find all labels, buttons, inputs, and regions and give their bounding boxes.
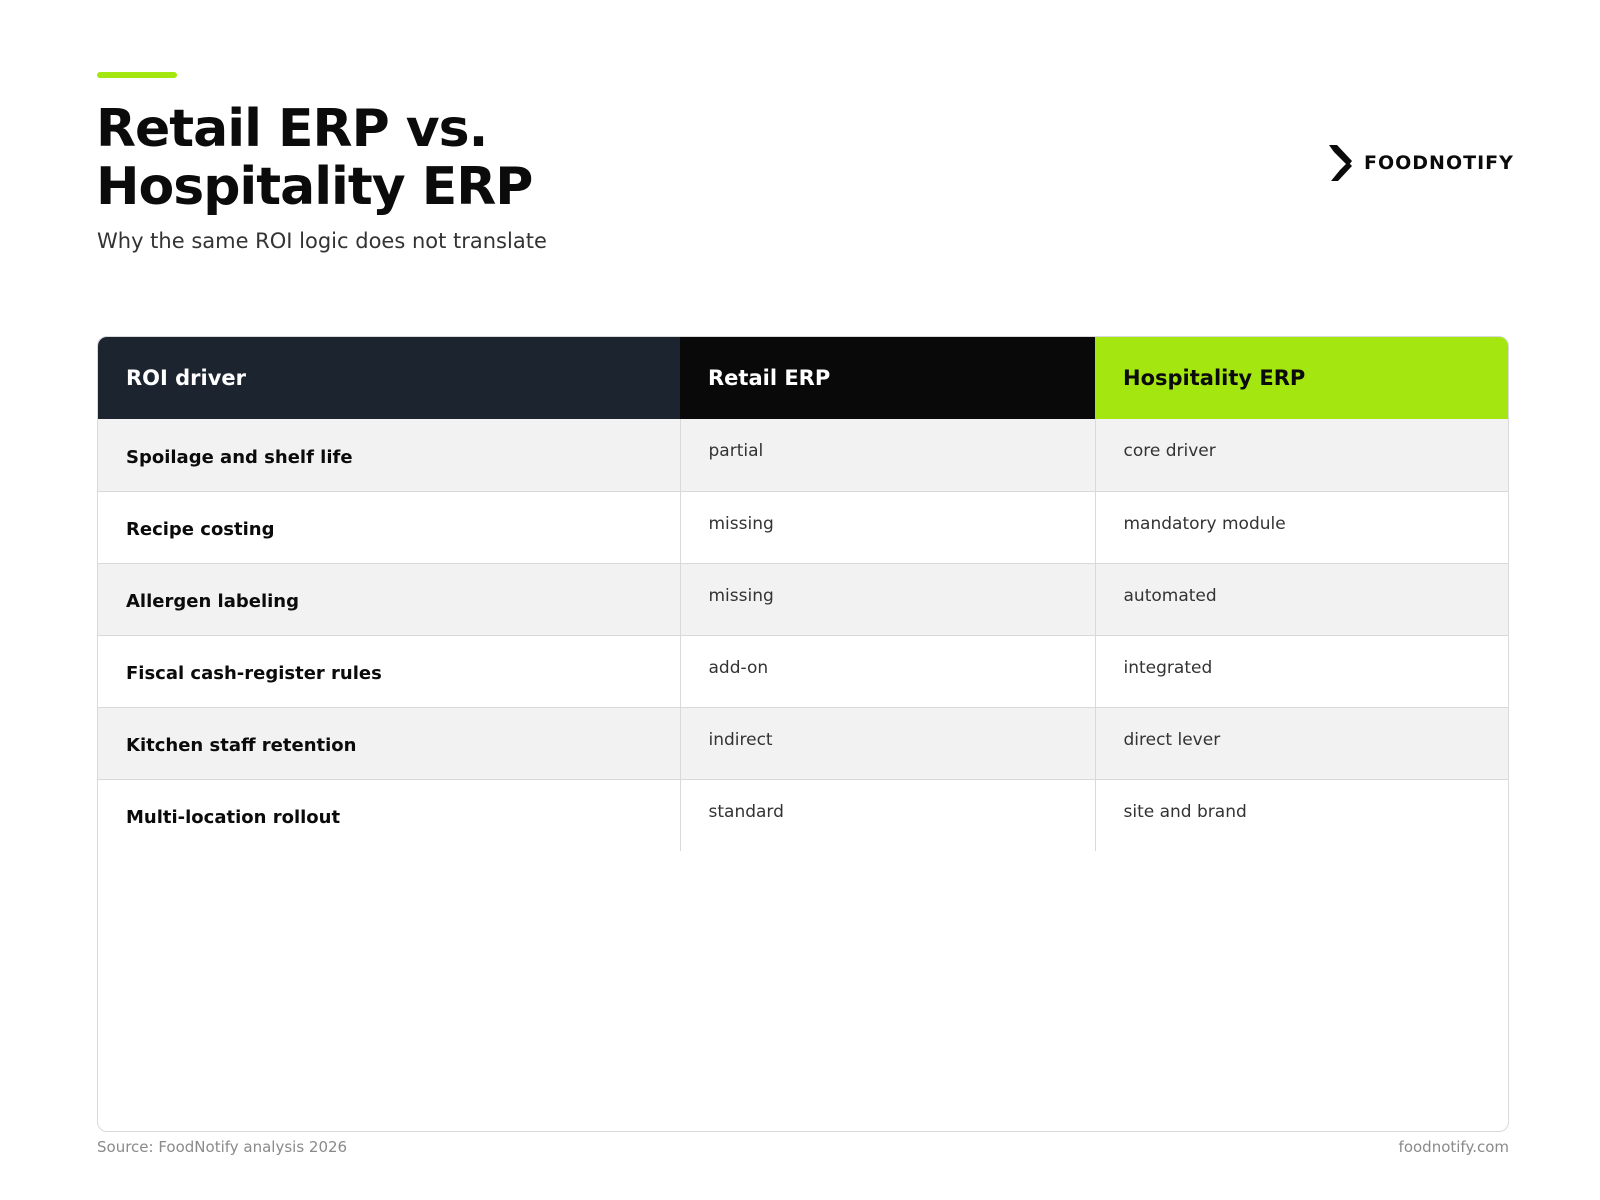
- comparison-table-card: ROI driver Retail ERP Hospitality ERP Sp…: [97, 336, 1509, 1132]
- table-row: Kitchen staff retention indirect direct …: [98, 706, 1508, 779]
- table-row: Fiscal cash-register rules add-on integr…: [98, 634, 1508, 707]
- roi-driver-cell: Spoilage and shelf life: [98, 419, 680, 491]
- table-row: Multi-location rollout standard site and…: [98, 778, 1508, 851]
- roi-driver-cell: Multi-location rollout: [98, 778, 680, 851]
- page-title: Retail ERP vs. Hospitality ERP: [96, 99, 533, 217]
- column-header-hospitality-erp: Hospitality ERP: [1095, 337, 1508, 419]
- column-header-retail-erp: Retail ERP: [680, 337, 1095, 419]
- hospitality-erp-cell: core driver: [1094, 419, 1508, 491]
- hospitality-erp-cell: direct lever: [1094, 706, 1508, 779]
- title-line-2: Hospitality ERP: [96, 157, 533, 217]
- retail-erp-cell: missing: [679, 490, 1095, 563]
- retail-erp-cell: standard: [679, 778, 1095, 851]
- roi-driver-cell: Allergen labeling: [98, 562, 680, 635]
- retail-erp-cell: indirect: [679, 706, 1095, 779]
- table-row: Spoilage and shelf life partial core dri…: [98, 419, 1508, 491]
- column-header-roi-driver: ROI driver: [98, 337, 680, 419]
- accent-bar: [97, 72, 177, 78]
- title-line-1: Retail ERP vs.: [96, 99, 488, 159]
- hospitality-erp-cell: integrated: [1094, 634, 1508, 707]
- retail-erp-cell: add-on: [679, 634, 1095, 707]
- table-row: Allergen labeling missing automated: [98, 562, 1508, 635]
- brand-logo: FOODNOTIFY: [1326, 144, 1514, 182]
- table-row: Recipe costing missing mandatory module: [98, 490, 1508, 563]
- retail-erp-cell: missing: [679, 562, 1095, 635]
- hospitality-erp-cell: mandatory module: [1094, 490, 1508, 563]
- hospitality-erp-cell: site and brand: [1094, 778, 1508, 851]
- retail-erp-cell: partial: [679, 419, 1095, 491]
- roi-driver-cell: Kitchen staff retention: [98, 706, 680, 779]
- website-link[interactable]: foodnotify.com: [1398, 1138, 1509, 1156]
- table-header-row: ROI driver Retail ERP Hospitality ERP: [98, 337, 1508, 419]
- foodnotify-logo-mark-icon: [1329, 145, 1352, 181]
- page-subtitle: Why the same ROI logic does not translat…: [97, 229, 547, 253]
- hospitality-erp-cell: automated: [1094, 562, 1508, 635]
- source-note: Source: FoodNotify analysis 2026: [97, 1138, 348, 1156]
- roi-driver-cell: Fiscal cash-register rules: [98, 634, 680, 707]
- comparison-table: ROI driver Retail ERP Hospitality ERP Sp…: [98, 337, 1508, 851]
- roi-driver-cell: Recipe costing: [98, 490, 680, 563]
- brand-name: FOODNOTIFY: [1364, 152, 1514, 174]
